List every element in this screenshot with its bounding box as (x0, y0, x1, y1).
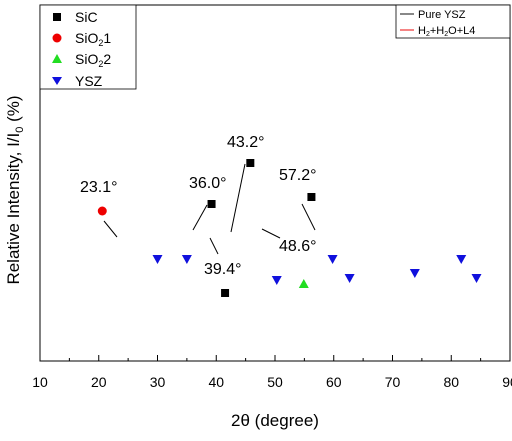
annotation-23-1: 23.1° (80, 179, 118, 196)
sio2-1-legend-marker (52, 33, 62, 43)
series-legend-box (395, 4, 511, 39)
sio2-1-peak-marker (97, 206, 107, 216)
leader-23-1 (103, 220, 118, 238)
sic-legend-marker (53, 13, 61, 21)
x-tick-label: 10 (32, 374, 48, 390)
sio2-1-legend-label: SiO21 (75, 30, 111, 48)
series-legend: Pure YSZ H2+H2O+L4 (395, 4, 511, 39)
x-tick-label: 20 (91, 374, 107, 390)
x-tick-label: 80 (443, 374, 459, 390)
y-axis-label: Relative Intensity, I/I0 (%) (4, 95, 26, 284)
sic-peak-marker (246, 159, 255, 167)
leader-43-2 (230, 163, 246, 233)
ysz-legend-marker (52, 77, 62, 85)
x-axis-label: 2θ (degree) (231, 411, 319, 430)
y-axis-label-main: Relative Intensity, I/I (4, 133, 23, 285)
sic-peak-marker (207, 200, 216, 208)
pure-ysz-legend-label: Pure YSZ (418, 9, 466, 21)
x-tick-label: 70 (385, 374, 401, 390)
x-tick-label: 90 (502, 374, 512, 390)
leader-57-2 (301, 203, 316, 231)
x-tick-label: 60 (326, 374, 342, 390)
ysz-legend-label: YSZ (75, 73, 103, 89)
x-tick-label: 50 (267, 374, 283, 390)
annotation-43-2: 43.2° (227, 134, 265, 151)
ysz-peak-marker (271, 276, 282, 285)
annotation-36-0: 36.0° (189, 175, 227, 192)
ysz-peak-marker (471, 274, 482, 283)
leader-39-4 (209, 237, 219, 255)
sic-peak-marker (221, 289, 230, 297)
sio2-2-legend-marker (52, 54, 62, 63)
sio2-2-legend-label: SiO22 (75, 51, 111, 69)
ysz-peak-marker (344, 274, 355, 283)
ysz-peak-marker (409, 269, 420, 278)
ysz-peak-marker (152, 255, 163, 264)
annotations: 23.1° 36.0° 43.2° 57.2° 39.4° 48.6° (80, 134, 317, 278)
annotation-39-4: 39.4° (204, 261, 242, 278)
leader-36-0 (192, 204, 208, 231)
ysz-peak-marker (327, 255, 338, 264)
ysz-peak-marker (456, 255, 467, 264)
ysz-peak-marker (181, 255, 192, 264)
y-axis-label-subscript: 0 (14, 127, 26, 133)
sio2-2-peak-marker (298, 279, 309, 288)
leader-48-6 (261, 228, 281, 239)
annotation-57-2: 57.2° (279, 167, 317, 184)
annotation-48-6: 48.6° (279, 238, 317, 255)
y-axis-label-tail: (%) (4, 95, 23, 126)
x-tick-label: 30 (150, 374, 166, 390)
phase-legend: SiC SiO21 SiO22 YSZ (39, 4, 137, 90)
h2-h2o-l4-legend-label: H2+H2O+L4 (418, 25, 475, 38)
x-tick-label: 40 (208, 374, 224, 390)
sic-peak-marker (307, 193, 316, 201)
sic-legend-label: SiC (75, 9, 98, 25)
